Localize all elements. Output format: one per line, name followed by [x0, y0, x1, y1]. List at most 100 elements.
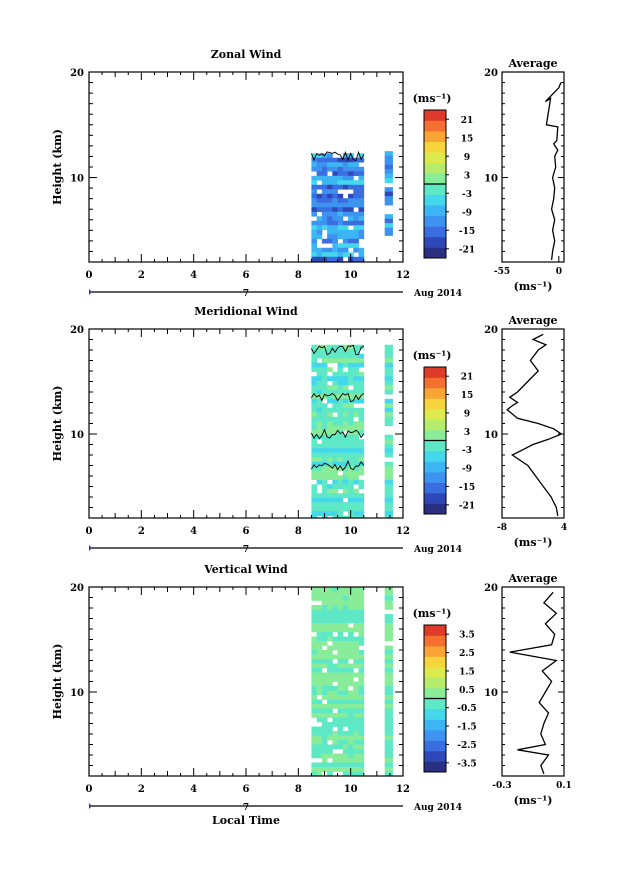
heatmap-cell: [332, 421, 338, 427]
heatmap-cell: [358, 389, 365, 395]
heatmap-cell: [311, 506, 318, 512]
heatmap-cell: [337, 515, 344, 519]
heatmap-cell: [332, 614, 338, 619]
heatmap-cell: [358, 457, 365, 463]
heatmap-cell: [321, 659, 328, 664]
heatmap-cell: [384, 380, 393, 386]
heatmap-cell: [353, 452, 359, 458]
heatmap-cell: [332, 193, 338, 199]
heatmap-cell: [337, 704, 344, 709]
heatmap-cell: [327, 650, 333, 655]
heatmap-cell: [358, 502, 365, 508]
heatmap-cell: [327, 430, 333, 436]
heatmap-cell: [311, 627, 318, 633]
heatmap-cell: [321, 497, 328, 503]
heatmap-cell: [332, 184, 338, 190]
heatmap-cell: [348, 672, 354, 678]
colorbar-segment: [424, 451, 446, 462]
heatmap-cell: [348, 717, 354, 723]
heatmap-cell: [348, 636, 354, 642]
colorbar-tick-label: 15: [461, 391, 474, 401]
colorbar-tick-label: -9: [462, 465, 472, 475]
heatmap-cell: [311, 470, 318, 476]
heatmap-cell: [384, 663, 393, 669]
heatmap-cell: [353, 180, 359, 186]
colorbar-segment: [424, 398, 446, 410]
heatmap-cell: [358, 659, 365, 664]
heatmap-cell: [332, 762, 338, 768]
heatmap-cell: [384, 645, 393, 651]
colorbar-segment: [424, 698, 446, 710]
heatmap-cell: [348, 753, 354, 759]
heatmap-cell: [337, 216, 344, 222]
heatmap-cell: [316, 443, 323, 449]
heatmap-cell: [353, 762, 359, 768]
heatmap-cell: [332, 171, 338, 177]
heatmap-cell: [384, 389, 393, 395]
colorbar-segment: [424, 131, 446, 143]
xlabel: Local Time: [212, 814, 280, 827]
heatmap-cell: [384, 164, 393, 170]
heatmap-cell: [311, 234, 318, 240]
heatmap-cell: [311, 511, 318, 517]
heatmap-cell: [316, 753, 323, 759]
heatmap-cell: [358, 398, 365, 404]
heatmap-cell: [332, 225, 338, 231]
heatmap-cell: [327, 506, 333, 512]
heatmap-cell: [358, 722, 365, 727]
heatmap-cell: [358, 726, 365, 732]
heatmap-cell: [353, 443, 359, 449]
heatmap-cell: [337, 753, 344, 759]
heatmap-cell: [342, 180, 349, 186]
heatmap-cell: [327, 484, 333, 490]
heatmap-cell: [348, 344, 354, 350]
heatmap-cell: [311, 587, 318, 592]
heatmap-cell: [311, 686, 318, 691]
heatmap-cell: [321, 704, 328, 709]
heatmap-cell: [321, 412, 328, 418]
heatmap-cell: [321, 677, 328, 682]
heatmap-cell: [337, 461, 344, 467]
heatmap-cell: [321, 162, 328, 168]
heatmap-cell: [337, 367, 344, 373]
heatmap-cell: [311, 771, 318, 777]
heatmap-cell: [316, 202, 323, 208]
heatmap-cell: [353, 457, 359, 463]
heatmap-cell: [327, 344, 333, 350]
contour-line: [311, 344, 365, 356]
heatmap-cell: [316, 708, 323, 714]
heatmap-cell: [332, 479, 338, 485]
heatmap-cell: [337, 506, 344, 512]
heatmap-cell: [316, 229, 323, 235]
heatmap-cell: [348, 695, 354, 700]
heatmap-cell: [316, 475, 323, 481]
heatmap-cell: [348, 216, 354, 222]
heatmap-cell: [358, 681, 365, 687]
heatmap-cell: [342, 605, 349, 610]
x-tick-label: -55: [494, 267, 510, 277]
heatmap-cell: [316, 394, 323, 400]
heatmap-cell: [342, 735, 349, 741]
heatmap-cell: [332, 753, 338, 759]
heatmap-cell: [348, 713, 354, 718]
heatmap-cell: [348, 238, 354, 244]
heatmap-cell: [332, 470, 338, 476]
heatmap-cell: [311, 362, 318, 368]
heatmap-cell: [348, 193, 354, 199]
heatmap-cell: [327, 349, 333, 355]
heatmap-cell: [316, 207, 323, 213]
heatmap-cell: [342, 650, 349, 655]
colorbar-tick-label: 3: [464, 428, 470, 438]
heatmap-cell: [342, 448, 349, 454]
heatmap-cell: [332, 704, 338, 709]
heatmap-cell: [353, 470, 359, 476]
heatmap-cell: [358, 717, 365, 723]
heatmap-cell: [321, 225, 328, 231]
heatmap-cell: [358, 229, 365, 235]
heatmap-cell: [327, 699, 333, 705]
heatmap-cell: [358, 430, 365, 436]
heatmap-cell: [332, 452, 338, 458]
heatmap-cell: [316, 434, 323, 440]
heatmap-cell: [358, 461, 365, 467]
heatmap-cell: [348, 229, 354, 235]
